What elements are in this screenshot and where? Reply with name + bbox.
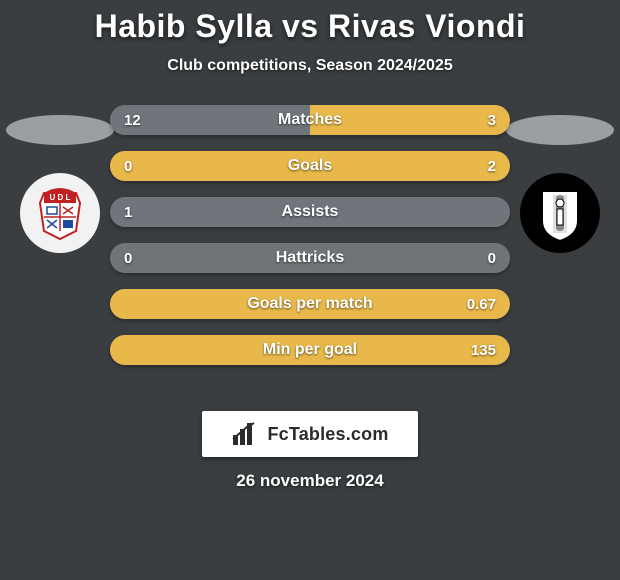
page-title: Habib Sylla vs Rivas Viondi [0, 8, 620, 45]
right-player-ellipse [506, 115, 614, 145]
page-subtitle: Club competitions, Season 2024/2025 [0, 57, 620, 75]
vitoria-crest-icon [520, 173, 600, 253]
left-player-ellipse [6, 115, 114, 145]
stat-label: Goals [110, 151, 510, 181]
stat-value-right: 0.67 [467, 289, 496, 319]
stat-value-right: 3 [488, 105, 496, 135]
left-club-badge: U D L [20, 173, 100, 253]
fctables-logo-icon [231, 421, 261, 447]
stat-row: 12Matches3 [110, 105, 510, 135]
stat-value-right: 0 [488, 243, 496, 273]
brand-text: FcTables.com [267, 424, 388, 445]
stat-row: Min per goal135 [110, 335, 510, 365]
comparison-area: U D L 12Matches30Goals21Assists0Hattrick… [0, 105, 620, 405]
stat-row: Goals per match0.67 [110, 289, 510, 319]
stat-value-right: 135 [471, 335, 496, 365]
svg-text:U D L: U D L [50, 193, 71, 202]
stat-label: Matches [110, 105, 510, 135]
stat-row: 0Goals2 [110, 151, 510, 181]
udl-crest-icon: U D L [20, 173, 100, 253]
header: Habib Sylla vs Rivas Viondi Club competi… [0, 0, 620, 75]
stat-label: Goals per match [110, 289, 510, 319]
stat-value-right: 2 [488, 151, 496, 181]
stat-label: Min per goal [110, 335, 510, 365]
date-label: 26 november 2024 [0, 471, 620, 491]
right-club-badge [520, 173, 600, 253]
stat-label: Hattricks [110, 243, 510, 273]
stat-row: 0Hattricks0 [110, 243, 510, 273]
brand-box[interactable]: FcTables.com [202, 411, 418, 457]
stat-rows: 12Matches30Goals21Assists0Hattricks0Goal… [110, 105, 510, 381]
stat-label: Assists [110, 197, 510, 227]
stat-row: 1Assists [110, 197, 510, 227]
